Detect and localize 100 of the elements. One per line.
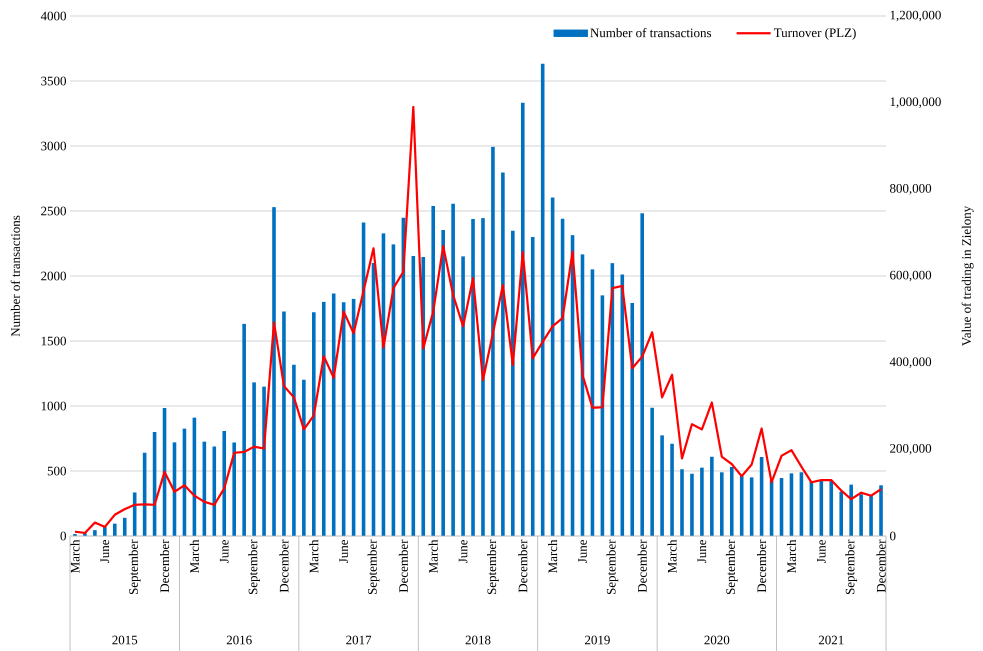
bar	[690, 474, 694, 536]
y-tick-label: 3500	[41, 76, 66, 86]
x-tick-label: June	[339, 540, 348, 563]
x-tick-label: September	[606, 540, 618, 594]
bar	[501, 172, 505, 536]
bar	[93, 530, 97, 536]
bar	[372, 262, 376, 536]
text: 2020	[704, 636, 730, 644]
x-tick-label: December	[518, 540, 528, 592]
bar	[491, 146, 495, 536]
bar	[252, 382, 256, 536]
bar	[720, 472, 724, 536]
bar	[680, 469, 684, 536]
legend-label: Number of transactions	[590, 28, 712, 38]
bar	[392, 244, 396, 536]
bar	[461, 256, 465, 536]
x-tick-label: June	[698, 540, 706, 563]
bar	[322, 302, 326, 536]
x-tick-label: September	[368, 540, 380, 594]
x-tick-label: June	[578, 540, 587, 563]
bar	[829, 481, 834, 536]
bar	[790, 473, 794, 536]
bar	[332, 294, 336, 536]
bar	[839, 492, 844, 536]
bar	[431, 206, 436, 536]
x-tick-label: December	[757, 540, 766, 592]
y2-tick-label: 400,000	[890, 357, 932, 368]
bar	[770, 480, 774, 536]
bar	[232, 442, 236, 536]
y2-tick-label: 600,000	[890, 270, 932, 282]
bar	[820, 480, 824, 536]
x-tick-label: June	[220, 540, 229, 563]
y-tick-label: 500	[48, 466, 66, 476]
y2-tick-label: 1,000,000	[890, 97, 941, 108]
bar	[700, 468, 704, 536]
text: 2017	[346, 636, 372, 644]
bar	[869, 495, 873, 536]
x-tick-label: December	[398, 540, 408, 592]
x-tick-label: September	[487, 540, 499, 594]
bar	[142, 452, 146, 536]
bar	[610, 263, 614, 536]
y2-tick-label: 800,000	[890, 184, 932, 195]
bar	[312, 312, 316, 536]
bar	[412, 256, 416, 536]
bar	[362, 222, 366, 536]
bar	[640, 213, 644, 536]
bar	[112, 524, 117, 536]
bar	[122, 518, 127, 536]
text: 2018	[466, 636, 490, 644]
bar	[740, 474, 744, 536]
bar	[750, 477, 754, 536]
bar	[212, 446, 216, 536]
x-tick-label: March	[428, 540, 438, 573]
y2-tick-label: 200,000	[890, 444, 932, 455]
bar	[560, 218, 564, 536]
bar	[550, 197, 554, 536]
y-tick-label: 1500	[42, 336, 66, 346]
bar	[800, 472, 804, 536]
bar	[152, 432, 156, 536]
bar	[222, 430, 226, 536]
x-tick-label: June	[817, 540, 826, 563]
bar	[182, 428, 186, 536]
bar	[590, 269, 594, 536]
bar	[730, 466, 734, 536]
text: 2016	[226, 636, 252, 644]
x-tick-label: March	[548, 540, 558, 573]
bar	[352, 298, 356, 536]
bar	[600, 295, 604, 536]
bar	[192, 418, 196, 536]
bar	[540, 64, 544, 536]
bar	[670, 444, 674, 536]
bar	[511, 230, 515, 536]
bar	[620, 274, 624, 536]
x-tick-label: March	[309, 540, 318, 573]
text: 2015	[112, 636, 138, 644]
bar	[630, 303, 634, 536]
bar	[530, 236, 535, 536]
bar	[760, 456, 764, 536]
x-tick-label: March	[190, 540, 199, 573]
text: 2021	[818, 636, 844, 644]
bar	[202, 442, 206, 536]
y-tick-label: 1000	[42, 402, 66, 410]
x-tick-label: June	[100, 540, 110, 563]
x-tick-label: March	[786, 540, 796, 573]
x-tick-label: September	[845, 540, 858, 594]
y-axis-title: Number of transactions	[10, 216, 20, 336]
bar	[660, 435, 664, 536]
bar	[292, 364, 296, 536]
y2-axis-title: Value of trading in Zielony	[962, 206, 974, 346]
x-tick-label: September	[726, 540, 738, 594]
bar	[481, 218, 485, 536]
bar	[650, 408, 654, 536]
x-tick-label: December	[638, 540, 647, 592]
bar	[710, 456, 714, 536]
x-tick-label: March	[70, 540, 80, 573]
bar	[441, 230, 445, 536]
bar	[451, 204, 455, 536]
bar	[471, 219, 475, 536]
x-tick-label: September	[128, 540, 141, 594]
y-tick-label: 3000	[41, 142, 66, 150]
